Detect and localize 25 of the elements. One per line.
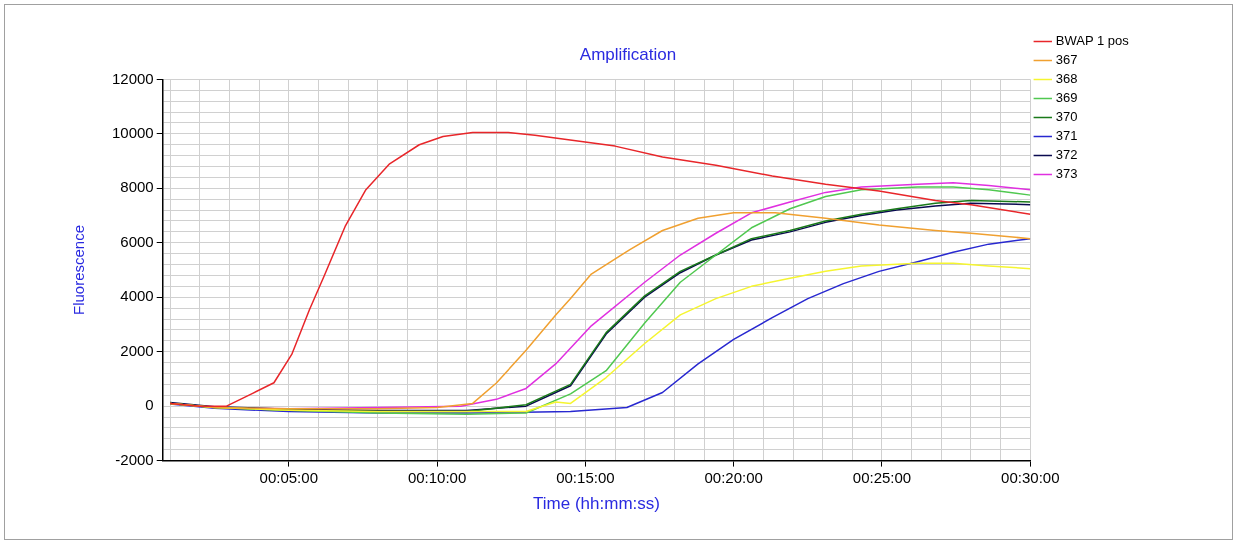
x-tick-label: 00:05:00 [259,468,318,486]
x-tick-label: 00:10:00 [407,468,467,486]
legend-label: 368 [1055,71,1078,87]
y-tick-label: 12000 [111,69,154,87]
legend-label: 371 [1055,128,1078,144]
x-tick-label: 00:30:00 [1001,468,1060,486]
y-tick-label: 0 [145,396,154,414]
y-axis-title: Fluorescence [70,224,88,316]
legend-label: 369 [1055,90,1078,106]
y-tick-label: 10000 [111,124,154,141]
legend-label: BWAP 1 pos [1055,33,1130,49]
y-tick-label: 6000 [120,232,154,250]
y-tick-label: -2000 [115,450,154,468]
x-tick-label: 00:25:00 [852,468,912,486]
y-tick-label: 8000 [120,178,154,196]
legend-label: 373 [1055,166,1078,182]
chart-title: Amplification [579,44,677,64]
x-tick-label: 00:20:00 [704,468,763,486]
x-tick-label: 00:15:00 [556,468,615,486]
legend-label: 372 [1055,147,1078,163]
x-axis-title: Time (hh:mm:ss) [533,494,660,514]
legend-label: 367 [1055,52,1078,68]
y-tick-label: 2000 [120,341,154,359]
legend-label: 370 [1055,109,1078,125]
y-tick-label: 4000 [120,287,154,305]
